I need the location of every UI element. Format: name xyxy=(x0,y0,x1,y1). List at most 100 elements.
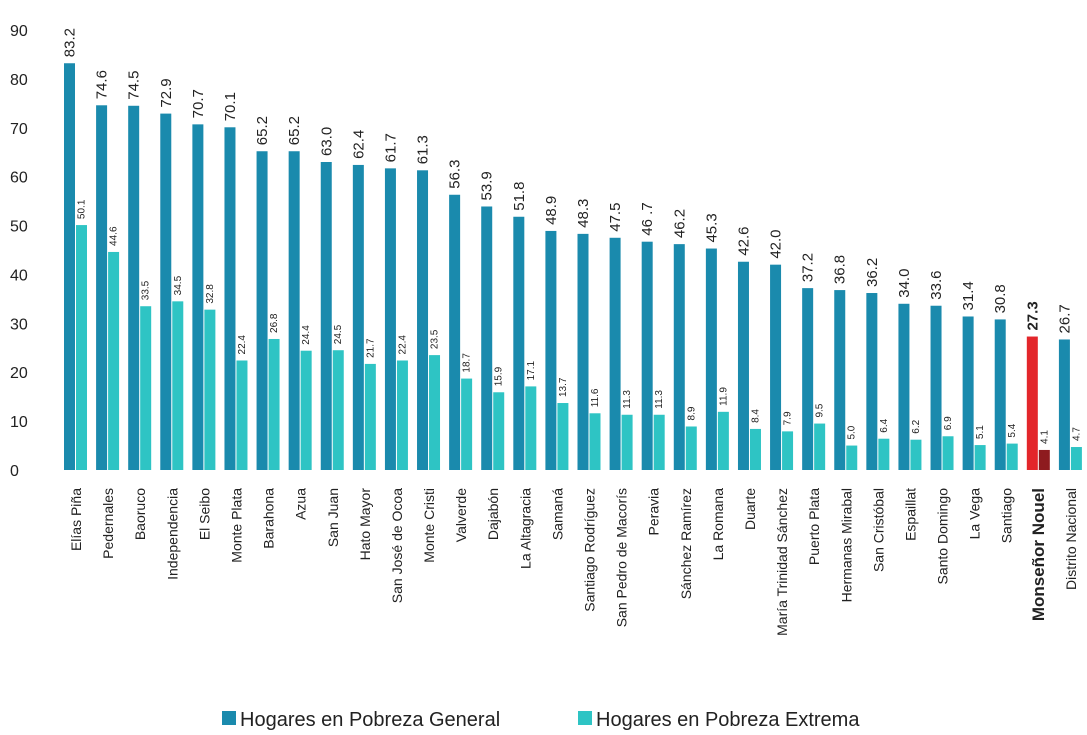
x-tick-label: Monseñor Nouel xyxy=(1029,488,1048,621)
bar xyxy=(461,378,473,470)
value-label: 8.9 xyxy=(686,406,697,420)
y-tick-label: 90 xyxy=(10,23,28,40)
x-tick-label: Hato Mayor xyxy=(357,488,373,561)
bar xyxy=(641,241,653,470)
value-label: 42.6 xyxy=(735,227,752,256)
value-label: 48.3 xyxy=(575,199,592,228)
x-tick-label: Barahona xyxy=(261,488,277,549)
bar xyxy=(160,113,172,470)
value-label: 33.5 xyxy=(141,280,152,300)
y-tick-label: 40 xyxy=(10,267,28,284)
value-label: 34.5 xyxy=(173,275,184,295)
value-label: 65.2 xyxy=(286,116,303,145)
bar xyxy=(1058,339,1070,470)
x-tick-label: Santiago Rodríguez xyxy=(582,488,598,612)
value-label: 31.4 xyxy=(960,281,977,310)
bar xyxy=(673,244,685,470)
x-tick-label: Azua xyxy=(293,488,309,520)
x-tick-label: San Cristóbal xyxy=(870,488,886,572)
value-label: 32.8 xyxy=(205,284,216,304)
value-label: 83.2 xyxy=(62,28,79,57)
bar xyxy=(96,105,108,471)
bar xyxy=(705,248,717,470)
bar xyxy=(737,261,749,470)
value-label: 11.6 xyxy=(590,388,601,407)
bar xyxy=(814,423,826,470)
bar xyxy=(417,170,429,471)
bar xyxy=(557,403,569,470)
bar xyxy=(749,428,761,470)
x-tick-label: La Altagracia xyxy=(517,488,533,569)
value-label: 47.5 xyxy=(607,203,624,232)
value-label: 4.7 xyxy=(1071,427,1082,441)
bar xyxy=(140,306,152,470)
bar xyxy=(910,439,922,470)
value-label: 70.7 xyxy=(190,89,207,118)
x-tick-label: San Pedro de Macorís xyxy=(614,488,630,627)
bar xyxy=(653,414,665,470)
value-label: 9.5 xyxy=(815,403,826,417)
x-tick-label: Pedernales xyxy=(100,488,116,559)
bar xyxy=(834,290,846,470)
value-label: 23.5 xyxy=(430,329,441,349)
value-label: 5.4 xyxy=(1007,423,1018,437)
x-tick-label: Hermanas Mirabal xyxy=(838,488,854,602)
y-tick-label: 20 xyxy=(10,365,28,382)
bar xyxy=(717,411,729,470)
bar xyxy=(878,438,890,470)
value-label: 45.3 xyxy=(703,213,720,242)
value-label: 22.4 xyxy=(397,335,408,355)
bar xyxy=(268,338,280,470)
value-label: 74.6 xyxy=(94,70,111,99)
bar xyxy=(866,293,878,470)
legend-swatch xyxy=(578,711,592,725)
bar xyxy=(429,355,441,470)
bar xyxy=(942,436,954,470)
bar xyxy=(930,305,942,470)
value-label: 61.3 xyxy=(415,135,432,164)
value-label: 6.2 xyxy=(911,419,922,433)
bar xyxy=(481,206,493,470)
value-label: 17.1 xyxy=(526,360,537,380)
value-label: 27.3 xyxy=(1024,301,1041,330)
bar xyxy=(846,445,858,470)
value-label: 46 .7 xyxy=(639,202,656,235)
value-label: 26.8 xyxy=(269,313,280,333)
bar xyxy=(513,216,525,470)
y-tick-label: 60 xyxy=(10,170,28,187)
x-tick-label: Sánchez Ramírez xyxy=(678,488,694,599)
value-label: 24.5 xyxy=(333,324,344,344)
value-label: 65.2 xyxy=(254,116,271,145)
y-tick-label: 70 xyxy=(10,121,28,138)
x-tick-label: Elías Piña xyxy=(68,488,84,551)
bar xyxy=(974,445,986,470)
value-label: 63.0 xyxy=(318,127,335,156)
x-tick-label: La Romana xyxy=(710,488,726,561)
value-label: 13.7 xyxy=(558,377,569,397)
x-tick-label: El Seibo xyxy=(196,488,212,540)
value-label: 50.1 xyxy=(77,199,88,219)
bar xyxy=(204,309,216,470)
value-label: 37.2 xyxy=(800,253,817,282)
x-tick-label: Monte Plata xyxy=(228,488,244,563)
value-label: 11.9 xyxy=(718,387,729,406)
value-label: 5.0 xyxy=(847,425,858,439)
bar xyxy=(332,350,344,470)
bar xyxy=(364,363,376,470)
bar xyxy=(224,127,236,471)
x-tick-label: Monte Cristi xyxy=(421,488,437,563)
value-label: 33.6 xyxy=(928,271,945,300)
bar xyxy=(352,164,364,470)
x-tick-label: Baoruco xyxy=(132,488,148,540)
bar xyxy=(589,413,601,470)
bar xyxy=(192,124,204,470)
x-tick-label: San Juan xyxy=(325,488,341,547)
x-tick-label: Dajabón xyxy=(485,488,501,540)
value-label: 46.2 xyxy=(671,209,688,238)
x-tick-label: Santo Domingo xyxy=(935,488,951,585)
value-label: 24.4 xyxy=(301,325,312,345)
bar xyxy=(609,237,621,470)
legend-swatch xyxy=(222,711,236,725)
y-tick-label: 30 xyxy=(10,316,28,333)
